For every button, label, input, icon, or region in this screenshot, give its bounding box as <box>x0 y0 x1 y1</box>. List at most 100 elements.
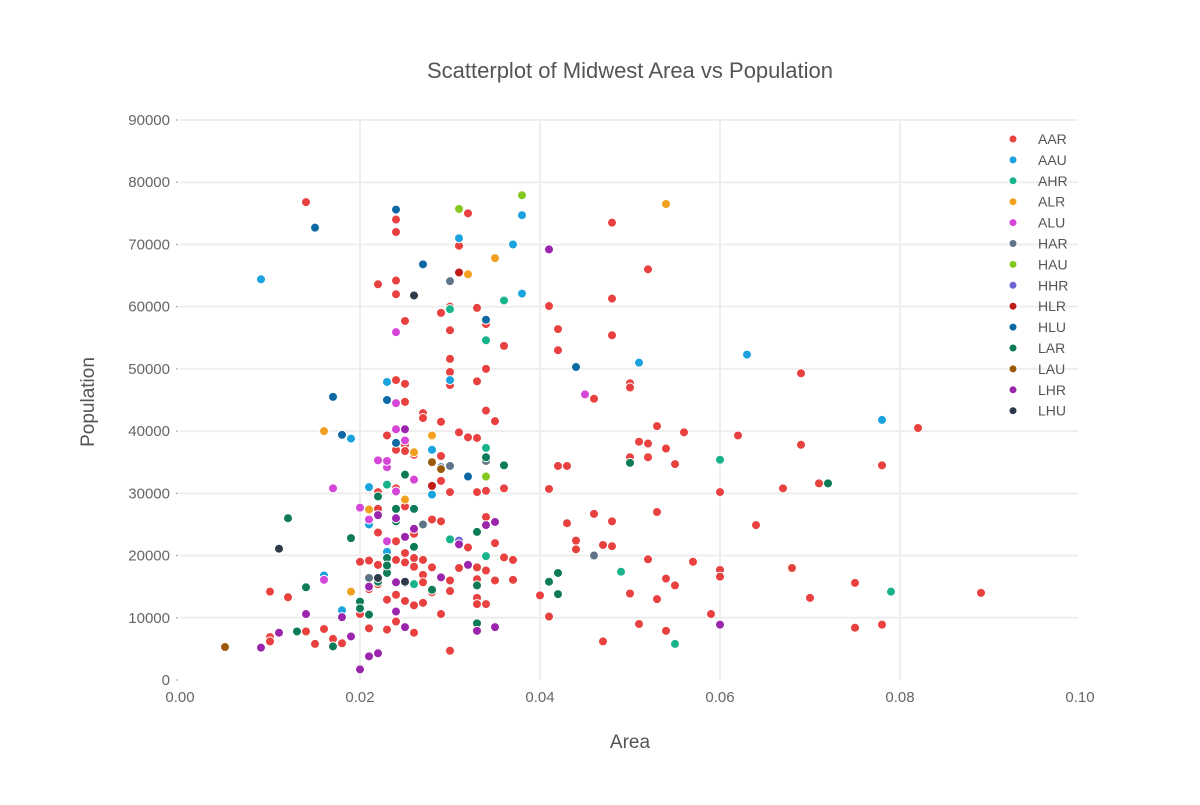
data-point <box>310 222 320 233</box>
y-tick-label: 70000 <box>128 236 170 253</box>
data-point <box>481 565 491 576</box>
data-point <box>463 432 473 443</box>
legend-marker <box>1008 176 1018 186</box>
data-point <box>301 197 311 208</box>
data-point <box>382 479 392 490</box>
data-point <box>364 514 374 525</box>
data-point <box>256 642 266 653</box>
data-point <box>418 413 428 424</box>
data-point <box>400 595 410 606</box>
data-point <box>472 580 482 591</box>
data-point <box>301 609 311 620</box>
data-point <box>373 559 383 570</box>
data-point <box>445 487 455 498</box>
data-point <box>400 469 410 480</box>
legend-marker <box>1008 364 1018 374</box>
data-point <box>877 619 887 630</box>
data-point <box>733 430 743 441</box>
data-point <box>427 480 437 491</box>
data-point <box>391 606 401 617</box>
y-tick-label: 60000 <box>128 299 170 316</box>
data-point <box>427 584 437 595</box>
data-point <box>319 623 329 634</box>
data-point <box>463 269 473 280</box>
data-point <box>436 464 446 475</box>
data-point <box>436 475 446 486</box>
data-point <box>409 579 419 590</box>
data-point <box>436 516 446 527</box>
data-point <box>400 557 410 568</box>
data-point <box>607 516 617 527</box>
data-point <box>472 432 482 443</box>
legend-label: AAU <box>1038 152 1067 168</box>
data-point <box>715 571 725 582</box>
data-point <box>643 438 653 449</box>
legend-marker <box>1008 259 1018 269</box>
y-axis-label: Population <box>78 357 99 447</box>
data-point <box>391 227 401 237</box>
data-point <box>373 491 383 502</box>
data-point <box>355 502 365 513</box>
data-point <box>346 586 356 597</box>
data-point <box>400 494 410 505</box>
legend-label: LHR <box>1038 382 1066 398</box>
data-point <box>634 357 644 368</box>
data-point <box>283 592 293 603</box>
data-point <box>616 566 626 577</box>
legend-marker <box>1008 406 1018 416</box>
data-point <box>382 430 392 441</box>
legend-label: HLU <box>1038 319 1066 335</box>
y-tick-label: 0 <box>162 672 170 689</box>
data-point <box>454 233 464 244</box>
data-point <box>499 340 509 351</box>
data-point <box>742 349 752 360</box>
data-point <box>553 345 563 356</box>
y-tick-label: 10000 <box>128 610 170 627</box>
data-point <box>418 519 428 530</box>
data-point <box>391 486 401 497</box>
data-point <box>481 363 491 374</box>
data-point <box>481 335 491 346</box>
data-point <box>490 538 500 549</box>
data-point <box>454 427 464 438</box>
legend-label: AAR <box>1038 131 1067 147</box>
data-point <box>670 638 680 649</box>
data-point <box>562 518 572 529</box>
data-point <box>598 539 608 550</box>
data-point <box>436 416 446 427</box>
legend-marker <box>1008 280 1018 290</box>
data-point <box>436 572 446 583</box>
data-point <box>373 527 383 538</box>
data-point <box>463 471 473 482</box>
data-point <box>391 289 401 300</box>
legend-label: ALR <box>1038 194 1065 210</box>
data-point <box>337 612 347 623</box>
x-tick-label: 0.06 <box>705 689 734 706</box>
legend-label: LAR <box>1038 340 1065 356</box>
data-point <box>463 542 473 553</box>
data-point <box>391 536 401 547</box>
data-point <box>490 416 500 427</box>
data-point <box>400 576 410 587</box>
legend-label: HAU <box>1038 256 1068 272</box>
data-point <box>391 375 401 386</box>
data-point <box>400 378 410 389</box>
data-point <box>400 396 410 407</box>
data-point <box>409 561 419 572</box>
data-point <box>472 562 482 573</box>
data-point <box>472 526 482 537</box>
data-point <box>553 567 563 578</box>
y-tick-label: 50000 <box>128 361 170 378</box>
data-point <box>391 398 401 409</box>
data-point <box>544 611 554 622</box>
data-point <box>373 510 383 521</box>
data-point <box>445 304 455 315</box>
data-point <box>571 362 581 373</box>
data-point <box>472 302 482 313</box>
data-point <box>823 478 833 489</box>
data-point <box>652 507 662 517</box>
grid-layer <box>180 119 1078 680</box>
legend-label: LHU <box>1038 403 1066 419</box>
y-tick-label: 80000 <box>128 174 170 191</box>
data-point <box>418 259 428 270</box>
